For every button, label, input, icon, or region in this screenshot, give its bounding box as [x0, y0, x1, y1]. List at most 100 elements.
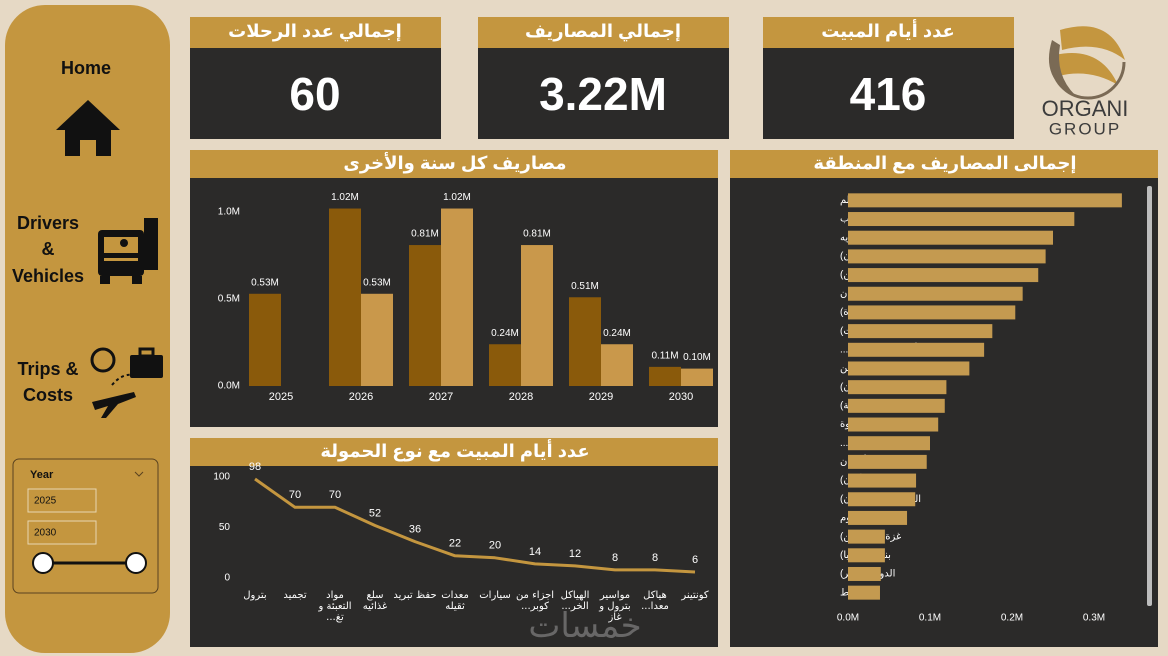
slicer-title: Year: [30, 469, 54, 481]
bar: [329, 208, 361, 386]
panel-header: [730, 150, 1158, 178]
nav-label[interactable]: Vehicles: [12, 266, 84, 286]
trips-icon[interactable]: [90, 347, 163, 418]
bar: [848, 361, 970, 376]
kpi-card: إجمالي عدد الرحلات 60: [190, 17, 441, 139]
bar: [569, 297, 601, 386]
data-label: 98: [249, 461, 261, 473]
nav-label[interactable]: &: [42, 239, 55, 259]
bar: [649, 366, 681, 386]
panel-header: [190, 150, 718, 178]
data-label: 22: [449, 538, 461, 550]
slicer-input[interactable]: [27, 520, 97, 545]
x-tick-label-box: بترول: [243, 590, 267, 601]
y-tick-label: 50: [219, 522, 231, 533]
data-label: 0.81M: [411, 229, 439, 240]
bar: [681, 368, 713, 386]
x-tick-label: 2030: [669, 391, 693, 403]
card-header: [763, 17, 1014, 48]
x-tick-label-box: اجزاء من كوبر...: [516, 590, 554, 612]
bar: [848, 417, 939, 432]
bar: [848, 324, 993, 339]
x-tick-label-box: تجميد: [283, 590, 306, 601]
x-tick-label-box: الهياكل الخر...: [560, 590, 590, 612]
bar: [848, 398, 945, 413]
bar: [848, 436, 930, 451]
nav-label[interactable]: Home: [61, 58, 111, 78]
x-tick-label: حفظ تبريد: [393, 590, 437, 601]
slicer-to[interactable]: 2030: [34, 528, 57, 539]
slider-handle[interactable]: [125, 552, 147, 574]
chart-title: مصاريف كل سنة والأخرى: [343, 152, 566, 174]
data-label: 12: [569, 548, 581, 560]
bar: [848, 566, 881, 581]
chart-title: إجمالى المصاريف مع المنطقة: [813, 153, 1076, 174]
x-tick-label-box: سيارات: [479, 590, 510, 601]
year-slicer: Year 2025 2030: [12, 458, 159, 594]
bar: [848, 380, 947, 395]
y-tick-label: 0.5M: [218, 294, 240, 305]
panel: [190, 438, 718, 647]
card-header: [190, 17, 441, 48]
x-tick-label-box: هياكل معدا...: [641, 590, 669, 612]
y-tick-label: 0: [224, 573, 230, 584]
x-tick-label: 0.3M: [1083, 613, 1105, 624]
scrollbar[interactable]: [1147, 186, 1152, 606]
x-tick-label: هياكل معدا...: [641, 590, 669, 612]
x-tick-label-box: سلع غذائيه: [362, 590, 388, 612]
slider-handle[interactable]: [32, 552, 54, 574]
logo-text: GROUP: [1049, 119, 1121, 138]
x-tick-label: 2029: [589, 391, 613, 403]
y-tick-label: 0.0M: [218, 381, 240, 392]
slicer-from[interactable]: 2025: [34, 496, 57, 507]
bar: [848, 268, 1039, 283]
x-tick-label: 0.0M: [837, 613, 859, 624]
x-tick-label: بترول: [243, 590, 267, 601]
data-label: 1.02M: [443, 192, 471, 203]
bar: [249, 293, 281, 386]
data-label: 20: [489, 540, 501, 552]
bar: [848, 473, 917, 488]
logo-text: ORGANI: [1042, 96, 1129, 121]
home-icon[interactable]: [56, 100, 120, 156]
x-tick-label: كونتينر: [681, 590, 709, 601]
nav-trips[interactable]: Trips & Costs: [17, 347, 163, 418]
x-tick-label: 2026: [349, 391, 373, 403]
watermark: خمسات: [528, 607, 641, 645]
x-tick-label: 2028: [509, 391, 533, 403]
x-tick-label: 0.2M: [1001, 613, 1023, 624]
x-tick-label: الهياكل الخر...: [560, 590, 590, 612]
data-label: 0.81M: [523, 229, 551, 240]
x-tick-label: 0.1M: [919, 613, 941, 624]
x-tick-label-box: كونتينر: [681, 590, 709, 601]
slicer-input[interactable]: [27, 488, 97, 513]
nav-label[interactable]: Trips &: [17, 359, 78, 379]
x-tick-label: 2027: [429, 391, 453, 403]
kpi-value: 3.22M: [539, 68, 667, 120]
nav-drivers[interactable]: Drivers & Vehicles: [12, 213, 158, 286]
data-label: 14: [529, 546, 541, 558]
data-label: 6: [692, 554, 698, 566]
chevron[interactable]: [134, 471, 144, 477]
line: [254, 477, 696, 574]
data-label: 0.53M: [363, 277, 391, 288]
data-label: 36: [409, 524, 421, 536]
bar: [848, 548, 885, 563]
x-tick-label: معدات ثقيله: [441, 590, 469, 612]
data-label: 8: [612, 552, 618, 564]
bar: [521, 245, 553, 386]
kpi-value: 416: [850, 68, 927, 120]
bar: [848, 230, 1053, 245]
truck-icon[interactable]: [98, 218, 158, 284]
nav-label[interactable]: Costs: [23, 385, 73, 405]
kpi-title: إجمالي عدد الرحلات: [228, 21, 402, 42]
data-label: 0.10M: [683, 352, 711, 363]
x-tick-label: سلع غذائيه: [362, 590, 388, 612]
nav-home[interactable]: Home: [56, 58, 120, 156]
nav-label[interactable]: Drivers: [17, 213, 79, 233]
kpi-card: عدد أيام المبيت 416: [763, 17, 1014, 139]
data-label: 0.24M: [603, 328, 631, 339]
y-tick-label: 100: [213, 472, 230, 483]
bar: [848, 454, 927, 469]
